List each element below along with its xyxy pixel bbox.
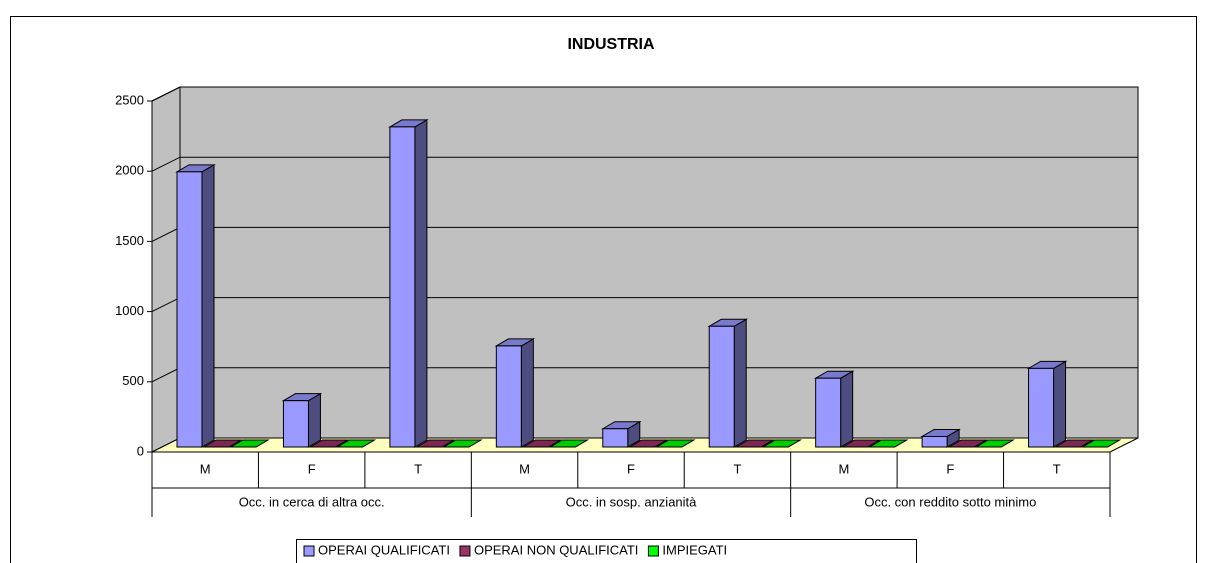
bar-top <box>1053 439 1095 448</box>
bar-top <box>734 439 776 448</box>
bar-side <box>201 163 215 448</box>
x-tick-label: F <box>308 461 316 476</box>
bar-top <box>654 439 696 448</box>
legend-label: OPERAI NON QUALIFICATI <box>474 542 638 557</box>
bar <box>282 400 309 448</box>
bar-top <box>627 439 669 448</box>
bar <box>495 345 522 448</box>
x-tick-label: M <box>838 461 849 476</box>
bar-top <box>202 439 243 448</box>
bar-side <box>520 338 534 448</box>
bar-side <box>840 370 854 448</box>
bar-top <box>974 439 1015 448</box>
y-tick-label: 1500 <box>115 233 144 248</box>
bar-side <box>733 318 747 448</box>
bar-top <box>840 439 882 448</box>
bar-side <box>1053 360 1067 448</box>
x-tick-label: T <box>733 461 741 476</box>
bar-top <box>867 439 909 448</box>
bar <box>921 435 948 448</box>
bar-side <box>414 119 428 448</box>
x-tick-label: F <box>946 461 954 476</box>
legend-swatch <box>647 545 659 557</box>
bar-top <box>521 439 563 448</box>
bar <box>708 325 735 448</box>
y-tick-label: 2500 <box>115 92 144 107</box>
y-tick-label: 2000 <box>115 163 144 178</box>
side-wall <box>151 86 181 453</box>
group-label: Occ. in sosp. anzianità <box>566 494 698 509</box>
legend-swatch <box>459 545 471 557</box>
grid-line <box>151 86 1138 102</box>
group-label: Occ. con reddito sotto minimo <box>864 494 1036 509</box>
bar-top <box>761 439 803 448</box>
y-tick-label: 0 <box>137 443 144 458</box>
legend-box <box>296 539 917 563</box>
y-tick-label: 1000 <box>115 303 144 318</box>
bar-top <box>1080 439 1122 448</box>
bar-top <box>335 439 377 448</box>
bar-top <box>947 439 988 448</box>
bar-top <box>415 439 456 448</box>
bar-top <box>442 439 483 448</box>
legend-swatch <box>303 545 315 557</box>
bar-top <box>229 439 270 448</box>
y-tick-label: 500 <box>122 373 144 388</box>
x-tick-label: F <box>627 461 635 476</box>
chart-title: INDUSTRIA <box>567 36 655 53</box>
x-tick-label: M <box>519 461 530 476</box>
grid-line <box>151 156 1138 172</box>
bar <box>1028 367 1055 448</box>
bar-top <box>548 439 590 448</box>
x-tick-label: T <box>1053 461 1061 476</box>
bar-top <box>308 439 350 448</box>
legend-label: OPERAI QUALIFICATI <box>318 542 450 557</box>
back-wall <box>179 86 1139 439</box>
bar <box>389 126 416 448</box>
x-tick-label: T <box>414 461 422 476</box>
bar-side <box>307 392 321 448</box>
group-label: Occ. in cerca di altra occ. <box>239 494 385 509</box>
legend-label: IMPIEGATI <box>662 542 727 557</box>
bar <box>815 377 842 448</box>
x-tick-label: M <box>200 461 211 476</box>
bar <box>176 171 203 448</box>
bar <box>602 428 629 448</box>
